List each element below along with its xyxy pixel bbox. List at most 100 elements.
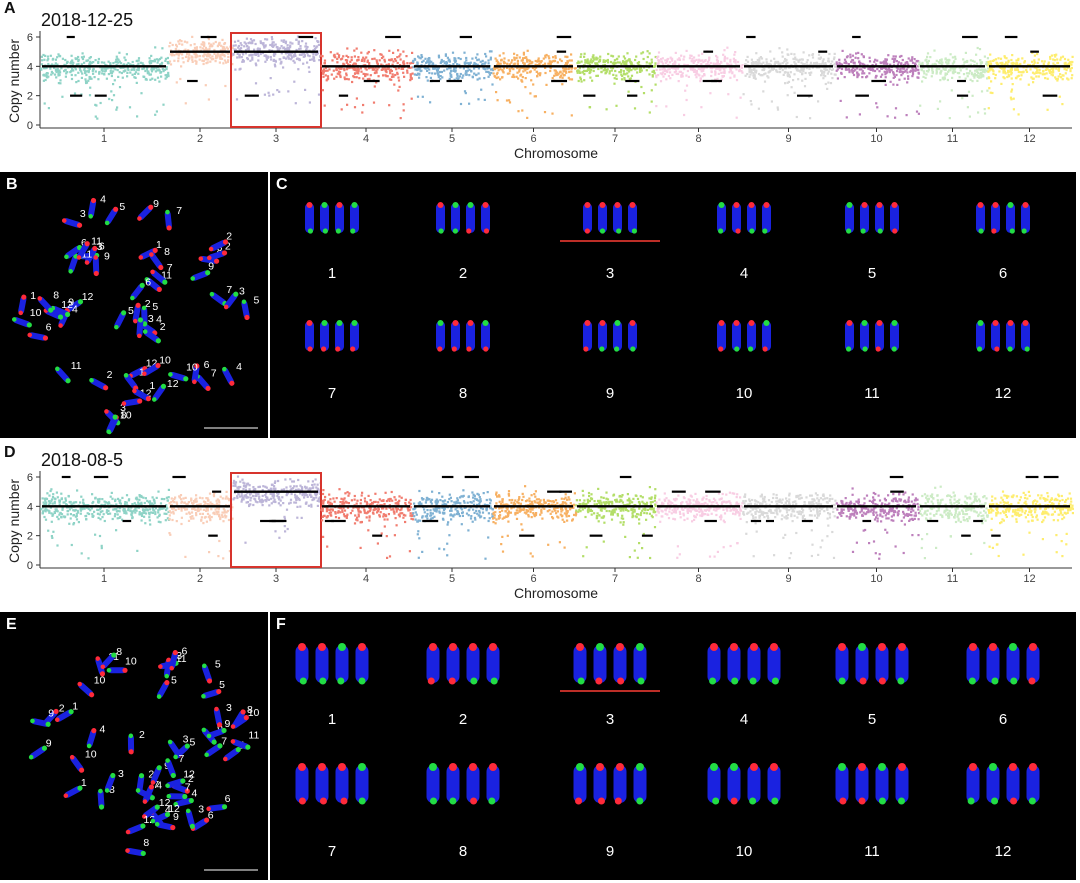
spread-chromosome bbox=[204, 743, 223, 758]
x-tick-label-11: 11 bbox=[947, 573, 958, 585]
y-tick-label: 0 bbox=[27, 560, 33, 572]
karyotype-label-12: 12 bbox=[995, 385, 1012, 402]
chromosome-3-points bbox=[232, 35, 323, 105]
spread-chromosome bbox=[106, 414, 118, 435]
karyotype-chromosome-4 bbox=[707, 643, 781, 685]
x-tick-label-1: 1 bbox=[101, 133, 107, 145]
spread-chromosome bbox=[213, 706, 223, 728]
spread-chromosome bbox=[106, 667, 128, 674]
spread-label: 5 bbox=[190, 737, 196, 749]
spread-chromosome bbox=[114, 310, 127, 330]
spread-label: 12 bbox=[144, 814, 156, 826]
karyotype-chromosome-1 bbox=[305, 202, 359, 234]
spread-chromosome bbox=[132, 302, 141, 324]
spread-label: 7 bbox=[226, 284, 232, 296]
spread-chromosome bbox=[206, 727, 227, 739]
spread-chromosome bbox=[92, 255, 100, 277]
spread-label: 3 bbox=[120, 402, 126, 414]
spread-chromosome bbox=[150, 765, 162, 785]
panel-e-letter: E bbox=[6, 616, 17, 633]
karyotype-chromosome-10 bbox=[717, 320, 771, 352]
spread-label: 7 bbox=[153, 779, 159, 791]
spread-label: 2 bbox=[225, 240, 231, 252]
spread-chromosome bbox=[206, 804, 228, 812]
spread-label: 4 bbox=[100, 723, 106, 735]
spread-label: 2 bbox=[188, 773, 194, 785]
karyotype-chromosome-11 bbox=[835, 763, 909, 805]
spread-chromosome bbox=[127, 733, 135, 755]
spread-label: 12 bbox=[82, 291, 94, 303]
spread-chromosome bbox=[76, 241, 90, 260]
spread-chromosome bbox=[136, 317, 144, 339]
spread-label: 5 bbox=[128, 305, 134, 317]
spread-label: 10 bbox=[94, 674, 106, 686]
spread-label: 1 bbox=[30, 290, 36, 302]
karyotype-label-7: 7 bbox=[328, 385, 336, 402]
karyotype-chromosome-9 bbox=[573, 763, 647, 805]
spread-chromosome bbox=[37, 296, 54, 313]
spread-label: 5 bbox=[119, 201, 125, 213]
karyotype-chromosome-7 bbox=[295, 763, 369, 805]
karyotype-chromosome-5 bbox=[835, 643, 909, 685]
spread-label: 5 bbox=[215, 658, 221, 670]
spread-label: 5 bbox=[152, 301, 158, 313]
spread-label: 11 bbox=[161, 269, 172, 281]
panel-f-letter: F bbox=[276, 616, 286, 633]
metaphase-spread-e: E 21156892734684118109321691041353141259… bbox=[0, 612, 268, 880]
spread-chromosome bbox=[138, 247, 158, 260]
spread-label: 9 bbox=[48, 708, 54, 720]
chromosome-4-points bbox=[320, 488, 415, 559]
karyotype-chromosome-5 bbox=[845, 202, 899, 234]
karyotype-label-5: 5 bbox=[868, 265, 876, 282]
spread-chromosome bbox=[63, 785, 83, 798]
karyotype-chromosome-12 bbox=[976, 320, 1030, 352]
karyotype-label-9: 9 bbox=[606, 385, 614, 402]
spread-chromosome bbox=[130, 282, 145, 301]
spread-label: 6 bbox=[145, 277, 151, 289]
spread-chromosome bbox=[150, 269, 168, 285]
karyotype-label-10: 10 bbox=[736, 843, 753, 860]
spread-chromosome bbox=[11, 317, 32, 328]
spread-chromosome bbox=[152, 383, 167, 402]
chromosome-10-points bbox=[835, 49, 920, 119]
spread-label: 7 bbox=[185, 781, 191, 793]
panel-d-letter: D bbox=[4, 444, 16, 461]
spread-label: 5 bbox=[171, 675, 177, 687]
chromosome-11-points bbox=[918, 46, 990, 120]
x-tick-label-8: 8 bbox=[695, 573, 701, 585]
spread-chromosome bbox=[241, 299, 250, 321]
spread-label: 9 bbox=[153, 198, 159, 210]
karyotype-label-5: 5 bbox=[868, 711, 876, 728]
karyotype-label-2: 2 bbox=[459, 265, 467, 282]
spread-label: 11 bbox=[176, 653, 187, 665]
spread-label: 8 bbox=[116, 646, 122, 658]
y-tick-label: 0 bbox=[27, 120, 33, 132]
karyotype-label-10: 10 bbox=[736, 385, 753, 402]
x-tick-label-9: 9 bbox=[785, 133, 791, 145]
spread-label: 5 bbox=[219, 679, 225, 691]
spread-chromosome bbox=[142, 329, 161, 344]
chromosome-8-points bbox=[655, 46, 744, 119]
spread-chromosome bbox=[69, 754, 85, 773]
spread-chromosome bbox=[88, 197, 97, 219]
x-tick-label-7: 7 bbox=[612, 133, 618, 145]
spread-label: 10 bbox=[159, 355, 171, 367]
panel-d-date: 2018-08-5 bbox=[41, 450, 124, 470]
spread-chromosome bbox=[95, 656, 106, 677]
spread-label: 3 bbox=[97, 241, 103, 253]
spread-label: 1 bbox=[139, 367, 145, 379]
spread-chromosome bbox=[156, 680, 170, 699]
karyotype-chromosome-12 bbox=[966, 763, 1040, 805]
spread-label: 3 bbox=[183, 734, 189, 746]
x-tick-label-2: 2 bbox=[197, 133, 203, 145]
spread-chromosome bbox=[230, 739, 251, 750]
karyotype-label-6: 6 bbox=[999, 265, 1007, 282]
spread-label: 6 bbox=[225, 793, 231, 805]
spread-chromosome bbox=[27, 332, 49, 341]
spread-label: 12 bbox=[159, 797, 171, 809]
y-axis-label: Copy number bbox=[6, 479, 22, 563]
spread-label: 12 bbox=[146, 357, 158, 369]
x-tick-label-6: 6 bbox=[530, 573, 536, 585]
spread-chromosome bbox=[164, 209, 172, 231]
